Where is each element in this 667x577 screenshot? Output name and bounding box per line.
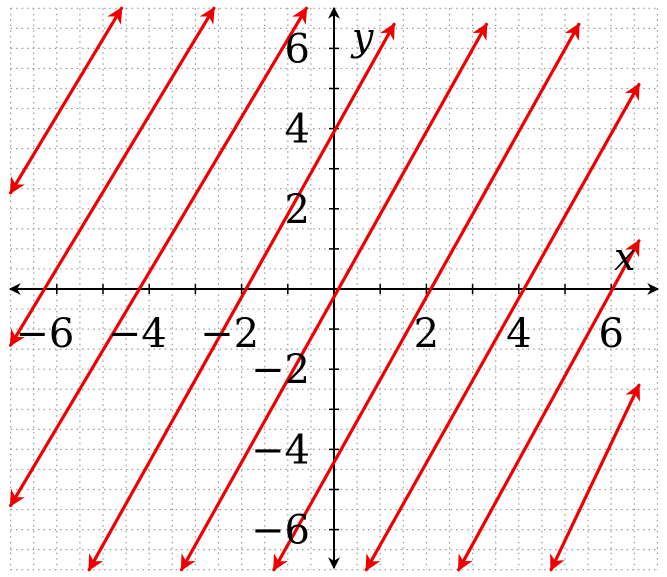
x-tick-label: −4 [108, 311, 167, 357]
x-tick-label: −6 [15, 311, 74, 357]
tick-labels: −6 −4 −2 2 4 6 6 4 2 −2 −4 −6 [15, 26, 624, 553]
y-tick-label: 6 [285, 26, 310, 72]
y-tick-label: −6 [251, 508, 310, 554]
axes [8, 6, 660, 570]
series-line-1 [8, 6, 124, 195]
y-tick-label: −4 [251, 427, 310, 473]
series-lines [8, 6, 641, 572]
series-line-9 [549, 383, 641, 572]
x-tick-label: 4 [506, 311, 531, 357]
x-axis-label: x [614, 235, 635, 279]
y-axis-label: y [350, 15, 374, 59]
y-tick-label: 2 [285, 187, 310, 233]
x-tick-label: 6 [598, 311, 623, 357]
y-tick-label: 4 [285, 107, 310, 153]
series-line-8 [457, 239, 641, 572]
x-tick-label: 2 [414, 311, 439, 357]
x-tick-label: −2 [200, 311, 259, 357]
series-line-2 [8, 6, 216, 347]
y-tick-label: −2 [251, 347, 310, 393]
